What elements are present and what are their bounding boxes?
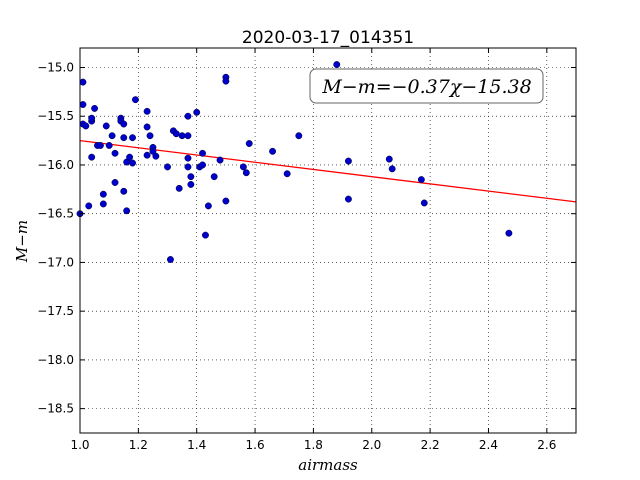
scatter-point (295, 132, 303, 140)
scatter-point (239, 163, 247, 171)
scatter-point (222, 197, 230, 205)
y-tick-label: −16.0 (37, 158, 74, 172)
y-tick-label: −15.0 (37, 60, 74, 74)
scatter-point (91, 104, 99, 112)
scatter-point (187, 181, 195, 188)
x-tick-label: 2.2 (421, 438, 440, 452)
scatter-point (164, 163, 171, 171)
scatter-point (222, 77, 230, 85)
x-tick-label: 1.6 (246, 438, 265, 452)
scatter-point (120, 134, 128, 142)
y-tick-label: −18.0 (37, 353, 74, 367)
scatter-point (108, 132, 116, 140)
fit-equation-annotation: M−m=−0.37χ−15.38 (309, 68, 544, 104)
scatter-point (216, 156, 224, 164)
scatter-point (199, 149, 206, 157)
scatter-point (172, 130, 180, 138)
scatter-point (96, 142, 104, 149)
scatter-point (283, 170, 291, 178)
x-tick-label: 1.2 (129, 438, 148, 452)
scatter-point (143, 151, 151, 159)
scatter-point (420, 199, 428, 207)
scatter-point (193, 108, 201, 116)
scatter-point (210, 173, 218, 181)
scatter-point (105, 142, 113, 149)
scatter-point (505, 229, 513, 237)
scatter-point (129, 134, 136, 142)
scatter-point (123, 207, 131, 215)
scatter-point (85, 202, 93, 210)
x-tick-label: 1.8 (304, 438, 323, 452)
scatter-point (344, 157, 352, 165)
scatter-point (166, 256, 174, 263)
scatter-point (82, 122, 90, 130)
chart-title: 2020-03-17_014351 (242, 28, 414, 48)
scatter-point (129, 159, 136, 167)
scatter-point (120, 187, 128, 195)
scatter-point (143, 107, 151, 115)
scatter-point (202, 231, 209, 239)
plot-frame (79, 47, 577, 434)
x-tick-label: 2.0 (362, 438, 381, 452)
y-tick-label: −17.0 (37, 255, 74, 269)
scatter-point (242, 169, 250, 177)
scatter-point (111, 149, 119, 157)
scatter-point (417, 176, 425, 184)
x-tick-label: 2.6 (537, 438, 556, 452)
axis-ticks: 1.0 1.2 1.4 1.6 1.8 2.0 2.2 2.4 2.6 −15.0 −15.5 −16… (37, 48, 576, 452)
scatter-point (99, 190, 107, 198)
scatter-point (79, 101, 87, 108)
scatter-point (184, 112, 192, 120)
scatter-point (146, 132, 154, 140)
scatter-point (152, 152, 160, 160)
scatter-point (184, 132, 192, 140)
scatter-point (184, 154, 192, 162)
scatter-point (102, 122, 110, 130)
scatter-point (184, 163, 192, 171)
x-tick-label: 1.4 (187, 438, 206, 452)
fit-line (79, 139, 577, 203)
fit-line-layer (79, 139, 577, 203)
annotation-box (309, 68, 544, 104)
y-tick-label: −15.5 (37, 109, 74, 123)
x-axis-label: airmass (298, 456, 358, 474)
scatter-point (333, 61, 341, 69)
scatter-point (143, 123, 151, 131)
scatter-point (245, 140, 253, 147)
scatter-point (199, 161, 206, 169)
y-tick-label: −16.5 (37, 207, 74, 221)
y-axis-label: M−m (13, 220, 31, 263)
y-tick-label: −18.5 (37, 402, 74, 416)
scatter-point (175, 184, 183, 192)
scatter-point (131, 96, 139, 104)
scatter-point (187, 173, 195, 181)
scatter-point (88, 114, 96, 122)
scatter-point (204, 202, 212, 210)
scatter-point (344, 195, 352, 203)
scatter-point (99, 200, 107, 208)
annotation-text: M−m=−0.37χ−15.38 (321, 76, 531, 98)
scatter-point (388, 165, 396, 173)
scatter-point (120, 120, 128, 128)
x-tick-label: 1.0 (70, 438, 89, 452)
scatter-point (111, 179, 119, 186)
scatter-point (126, 153, 134, 161)
scatter-point (88, 153, 96, 161)
data-points (76, 61, 513, 263)
scatter-point (269, 147, 277, 155)
scatter-point (178, 132, 186, 140)
y-tick-label: −17.5 (37, 304, 74, 318)
scatter-point (385, 155, 393, 163)
x-tick-label: 2.4 (479, 438, 498, 452)
scatter-point (79, 78, 87, 86)
